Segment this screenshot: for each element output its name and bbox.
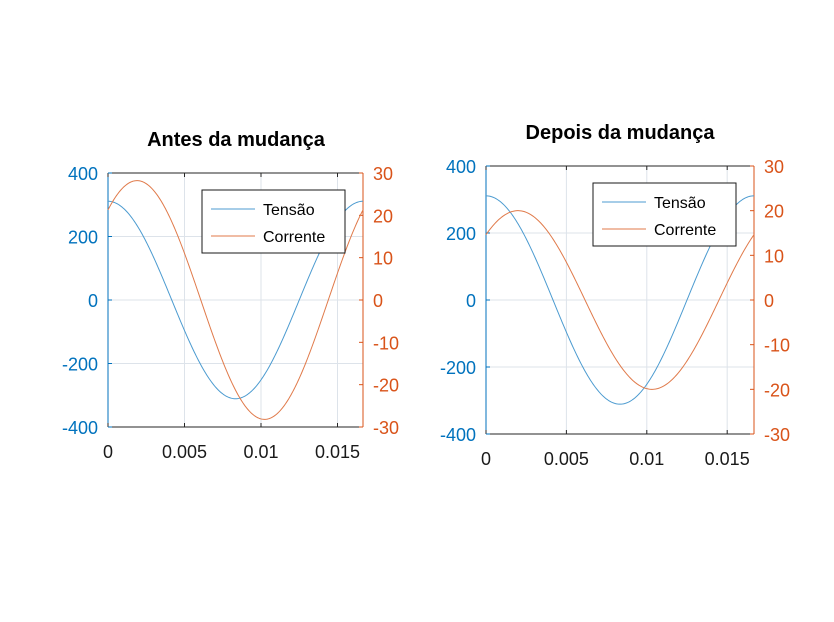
right-y-tick-label: 0: [764, 291, 774, 311]
plot-area: 0 0.005 0.01 0.015 -400 -200 0 200 400 -30 -20 -10 0…: [62, 164, 399, 462]
right-y-tick-label: -30: [764, 425, 790, 445]
legend: Tensão Corrente: [201, 189, 346, 254]
legend: Tensão Corrente: [592, 182, 737, 247]
legend-box: [592, 182, 737, 247]
left-y-tick-label: -400: [62, 418, 98, 438]
right-y-tick-label: 10: [764, 246, 784, 266]
series-line-tensao: [485, 195, 755, 405]
right-y-tick-label: -10: [764, 336, 790, 356]
x-tick-label: 0: [481, 449, 491, 469]
legend-label: Tensão: [654, 195, 706, 212]
right-y-tick-label: 20: [373, 206, 393, 226]
x-tick-label: 0.01: [243, 442, 278, 462]
left-y-tick-label: 0: [88, 291, 98, 311]
right-y-tick-label: 20: [764, 202, 784, 222]
chart-panel-before: Antes da mudança 0 0.005 0.01 0.015-400-200…: [62, 129, 399, 462]
x-tick-label: 0.005: [162, 442, 207, 462]
x-tick-label: 0.015: [315, 442, 360, 462]
x-tick-label: 0.015: [705, 449, 750, 469]
legend-box: [201, 189, 346, 254]
legend-label: Tensão: [263, 202, 315, 219]
right-y-tick-label: -10: [373, 333, 399, 353]
plot-area: 0 0.005 0.01 0.015 -400 -200 0 200 400 -30 -20 -10 0…: [440, 157, 790, 469]
right-y-tick-label: 0: [373, 291, 383, 311]
left-y-tick-label: -400: [440, 425, 476, 445]
left-y-tick-label: -200: [62, 355, 98, 375]
right-y-tick-label: 30: [764, 157, 784, 177]
left-y-tick-label: 400: [446, 157, 476, 177]
x-tick-label: 0: [103, 442, 113, 462]
left-y-tick-label: -200: [440, 358, 476, 378]
chart-panel-after: Depois da mudança 0 0.005 0.01 0.015 -400 -20…: [440, 122, 790, 469]
legend-label: Corrente: [654, 222, 716, 239]
right-y-tick-label: -20: [764, 380, 790, 400]
left-y-tick-label: 200: [446, 224, 476, 244]
left-y-tick-label: 400: [68, 164, 98, 184]
right-y-tick-label: -20: [373, 376, 399, 396]
legend-label: Corrente: [263, 229, 325, 246]
left-y-tick-label: 200: [68, 228, 98, 248]
x-tick-label: 0.005: [544, 449, 589, 469]
left-y-tick-label: 0: [466, 291, 476, 311]
right-y-tick-label: -30: [373, 418, 399, 438]
chart-title: Antes da mudança: [147, 129, 326, 151]
series-line-corrente: [485, 210, 755, 390]
right-y-tick-label: 30: [373, 164, 393, 184]
chart-title: Depois da mudança: [526, 122, 716, 144]
series-line-corrente: [107, 180, 364, 420]
x-tick-label: 0.01: [629, 449, 664, 469]
right-y-tick-label: 10: [373, 249, 393, 269]
